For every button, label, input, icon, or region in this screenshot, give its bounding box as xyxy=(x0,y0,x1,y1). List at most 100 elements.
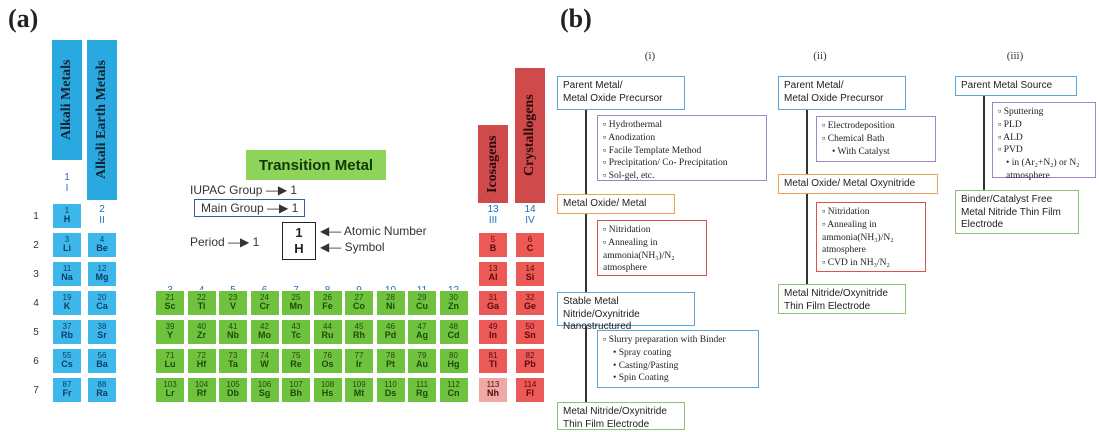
element-cell: 29 Cu xyxy=(407,290,437,316)
col-i-methods-1: Hydrothermal Anodization Facile Template… xyxy=(597,115,767,181)
icosagens-header: Icosagens xyxy=(478,125,508,203)
element-cell: 71 Lu xyxy=(155,348,185,374)
col-iii-end-box: Binder/Catalyst Free Metal Nitride Thin … xyxy=(955,190,1079,234)
col-ii-methods-1: Electrodeposition Chemical Bath With Cat… xyxy=(816,116,936,162)
element-cell: 74 W xyxy=(250,348,280,374)
element-cell: 40 Zr xyxy=(187,319,217,345)
period-label: 3 xyxy=(28,269,44,280)
element-cell: 22 Ti xyxy=(187,290,217,316)
element-cell: 107 Bh xyxy=(281,377,311,403)
element-cell: 25 Mn xyxy=(281,290,311,316)
element-cell: 55 Cs xyxy=(52,348,82,374)
group-13-label: 13 III xyxy=(478,204,508,226)
element-cell: 30 Zn xyxy=(439,290,469,316)
element-cell: 56 Ba xyxy=(87,348,117,374)
col-ii-line-1 xyxy=(806,110,808,174)
element-cell: 112 Cn xyxy=(439,377,469,403)
alkali-metals-header: Alkali Metals xyxy=(52,40,82,160)
legend-atomic-number: ◀— Atomic Number xyxy=(320,224,427,238)
legend-iupac-group: IUPAC Group —▶ 1 xyxy=(190,183,297,197)
element-cell: 4 Be xyxy=(87,232,117,258)
column-i-head: (i) xyxy=(620,50,680,62)
element-cell: 76 Os xyxy=(313,348,343,374)
element-cell: 44 Ru xyxy=(313,319,343,345)
element-cell: 28 Ni xyxy=(376,290,406,316)
element-cell: 106 Sg xyxy=(250,377,280,403)
element-cell: 79 Au xyxy=(407,348,437,374)
element-cell: 37 Rb xyxy=(52,319,82,345)
column-ii-head: (ii) xyxy=(790,50,850,62)
panel-a-label: (a) xyxy=(8,4,38,34)
element-cell: 81 Tl xyxy=(478,348,508,374)
element-cell: 26 Fe xyxy=(313,290,343,316)
crystallogens-header: Crystallogens xyxy=(515,68,545,203)
element-cell: 48 Cd xyxy=(439,319,469,345)
element-cell: 19 K xyxy=(52,290,82,316)
element-cell: 43 Tc xyxy=(281,319,311,345)
col-i-mid-box-2: Stable Metal Nitride/Oxynitride Nanostru… xyxy=(557,292,695,326)
element-cell: 39 Y xyxy=(155,319,185,345)
column-iii-head: (iii) xyxy=(985,50,1045,62)
col-i-line-3 xyxy=(585,326,587,402)
group-2-label: 2 II xyxy=(87,204,117,226)
element-cell: 27 Co xyxy=(344,290,374,316)
col-ii-start-box: Parent Metal/ Metal Oxide Precursor xyxy=(778,76,906,110)
element-cell: 3 Li xyxy=(52,232,82,258)
element-cell: 50 Sn xyxy=(515,319,545,345)
element-cell: 32 Ge xyxy=(515,290,545,316)
col-i-line-2 xyxy=(585,214,587,292)
period-label: 2 xyxy=(28,240,44,251)
col-i-start-box: Parent Metal/ Metal Oxide Precursor xyxy=(557,76,685,110)
element-cell: 109 Mt xyxy=(344,377,374,403)
group-14-label: 14 IV xyxy=(515,204,545,226)
element-cell: 104 Rf xyxy=(187,377,217,403)
element-cell: 49 In xyxy=(478,319,508,345)
element-cell: 87 Fr xyxy=(52,377,82,403)
element-cell: 73 Ta xyxy=(218,348,248,374)
col-ii-methods-2: Nitridation Annealing in ammonia(NH₃)/N₂… xyxy=(816,202,926,272)
col-iii-start-box: Parent Metal Source xyxy=(955,76,1077,96)
element-cell: 75 Re xyxy=(281,348,311,374)
element-cell: 72 Hf xyxy=(187,348,217,374)
element-cell: 46 Pd xyxy=(376,319,406,345)
col-i-end-box: Metal Nitride/Oxynitride Thin Film Elect… xyxy=(557,402,685,430)
col-ii-mid-box: Metal Oxide/ Metal Oxynitride xyxy=(778,174,938,194)
element-cell: 82 Pb xyxy=(515,348,545,374)
element-cell: 24 Cr xyxy=(250,290,280,316)
alkali-earth-metals-header: Alkali Earth Metals xyxy=(87,40,117,200)
col-iii-methods-1: Sputtering PLD ALD PVD in (Ar₂+N₂) or N₂… xyxy=(992,102,1096,178)
col-ii-line-2 xyxy=(806,194,808,284)
legend-period: Period —▶ 1 xyxy=(190,235,259,249)
col-i-mid-box-1: Metal Oxide/ Metal xyxy=(557,194,675,214)
element-cell: 13 Al xyxy=(478,261,508,287)
col-i-methods-3: Slurry preparation with Binder Spray coa… xyxy=(597,330,759,388)
element-cell: 31 Ga xyxy=(478,290,508,316)
element-cell: 114 Fl xyxy=(515,377,545,403)
element-cell: 88 Ra xyxy=(87,377,117,403)
period-label: 7 xyxy=(28,385,44,396)
element-cell: 110 Ds xyxy=(376,377,406,403)
period-label: 4 xyxy=(28,298,44,309)
element-cell: 20 Ca xyxy=(87,290,117,316)
element-cell: 12 Mg xyxy=(87,261,117,287)
period-label: 1 xyxy=(28,211,44,222)
element-cell: 21 Sc xyxy=(155,290,185,316)
col-i-line-1 xyxy=(585,110,587,194)
period-label: 5 xyxy=(28,327,44,338)
element-cell: 47 Ag xyxy=(407,319,437,345)
element-cell: 41 Nb xyxy=(218,319,248,345)
element-cell: 103 Lr xyxy=(155,377,185,403)
element-cell: 38 Sr xyxy=(87,319,117,345)
element-cell: 108 Hs xyxy=(313,377,343,403)
panel-b-label: (b) xyxy=(560,4,592,34)
col-i-methods-2: Nitridation Annealing in ammonia(NH₃)/N₂… xyxy=(597,220,707,276)
legend-main-group: Main Group —▶ 1 xyxy=(194,199,305,217)
element-cell: 77 Ir xyxy=(344,348,374,374)
legend-symbol: ◀— Symbol xyxy=(320,240,385,254)
element-cell: 78 Pt xyxy=(376,348,406,374)
col-ii-end-box: Metal Nitride/Oxynitride Thin Film Elect… xyxy=(778,284,906,314)
